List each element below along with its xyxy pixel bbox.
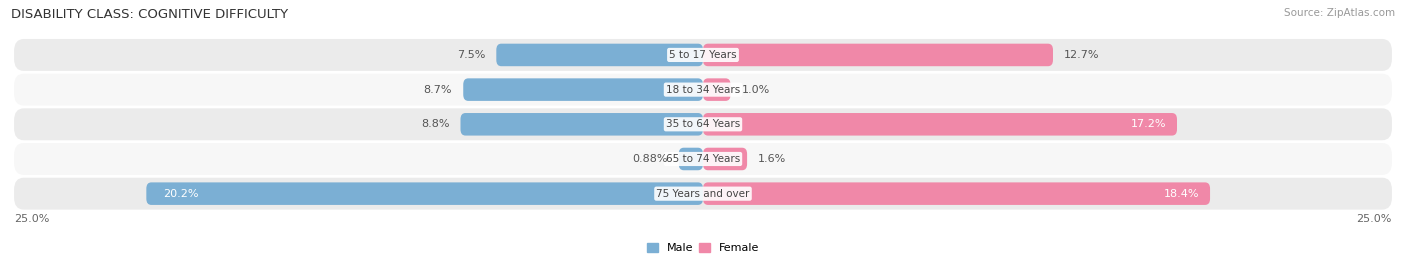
FancyBboxPatch shape [496,44,703,66]
Legend: Male, Female: Male, Female [643,238,763,257]
Text: 12.7%: 12.7% [1064,50,1099,60]
FancyBboxPatch shape [679,148,703,170]
Text: Source: ZipAtlas.com: Source: ZipAtlas.com [1284,8,1395,18]
Text: 25.0%: 25.0% [14,214,49,224]
FancyBboxPatch shape [14,143,1392,175]
Text: 1.6%: 1.6% [758,154,786,164]
Text: 75 Years and over: 75 Years and over [657,189,749,199]
FancyBboxPatch shape [463,78,703,101]
FancyBboxPatch shape [461,113,703,136]
Text: 20.2%: 20.2% [163,189,198,199]
Text: 18 to 34 Years: 18 to 34 Years [666,85,740,94]
FancyBboxPatch shape [703,113,1177,136]
Text: 5 to 17 Years: 5 to 17 Years [669,50,737,60]
Text: 25.0%: 25.0% [1357,214,1392,224]
Text: 1.0%: 1.0% [741,85,770,94]
Text: 35 to 64 Years: 35 to 64 Years [666,119,740,129]
Text: 7.5%: 7.5% [457,50,485,60]
FancyBboxPatch shape [14,178,1392,210]
FancyBboxPatch shape [14,39,1392,71]
Text: DISABILITY CLASS: COGNITIVE DIFFICULTY: DISABILITY CLASS: COGNITIVE DIFFICULTY [11,8,288,21]
FancyBboxPatch shape [703,183,1211,205]
Text: 18.4%: 18.4% [1164,189,1199,199]
Text: 17.2%: 17.2% [1130,119,1166,129]
FancyBboxPatch shape [146,183,703,205]
FancyBboxPatch shape [703,148,747,170]
FancyBboxPatch shape [703,44,1053,66]
FancyBboxPatch shape [14,108,1392,140]
Text: 65 to 74 Years: 65 to 74 Years [666,154,740,164]
Text: 8.7%: 8.7% [423,85,453,94]
Text: 8.8%: 8.8% [420,119,450,129]
FancyBboxPatch shape [703,78,731,101]
Text: 0.88%: 0.88% [633,154,668,164]
FancyBboxPatch shape [14,74,1392,106]
